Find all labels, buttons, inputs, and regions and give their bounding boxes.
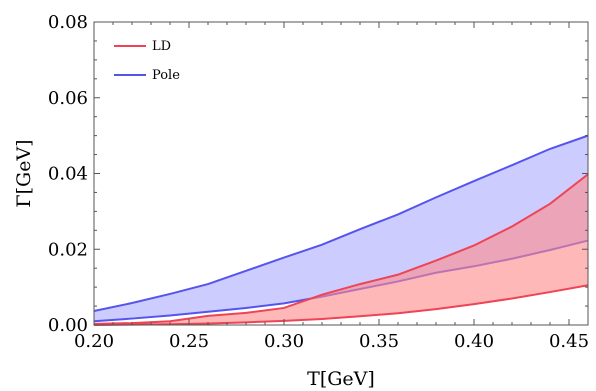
x-tick-label: 0.45 bbox=[549, 331, 589, 352]
legend-label-ld: LD bbox=[152, 39, 171, 54]
x-tick-label: 0.30 bbox=[264, 331, 304, 352]
upper-line-pole bbox=[93, 134, 589, 312]
y-tick-label: 0.02 bbox=[48, 239, 88, 260]
legend-label-pole: Pole bbox=[152, 68, 180, 83]
x-axis-label: T[GeV] bbox=[307, 368, 375, 390]
y-axis-label: Γ[GeV] bbox=[13, 139, 35, 207]
legend: LD Pole bbox=[114, 39, 180, 83]
x-tick-label: 0.25 bbox=[169, 331, 209, 352]
upper-line-ld bbox=[93, 173, 589, 325]
x-tick-label: 0.35 bbox=[359, 331, 399, 352]
band-ld bbox=[94, 174, 588, 325]
x-tick-label: 0.20 bbox=[74, 331, 114, 352]
y-tick-label: 0.00 bbox=[48, 315, 88, 336]
bands-layer bbox=[93, 134, 589, 326]
lower-line-ld bbox=[93, 284, 589, 326]
y-tick-label: 0.06 bbox=[48, 88, 88, 109]
y-tick-label: 0.04 bbox=[48, 164, 88, 185]
y-tick-label: 0.08 bbox=[48, 12, 88, 33]
x-tick-label: 0.40 bbox=[454, 331, 494, 352]
ticks-layer: 0.20 0.25 0.30 0.35 0.40 0.45 0.00 0.02 0.04 0.06… bbox=[48, 12, 589, 352]
